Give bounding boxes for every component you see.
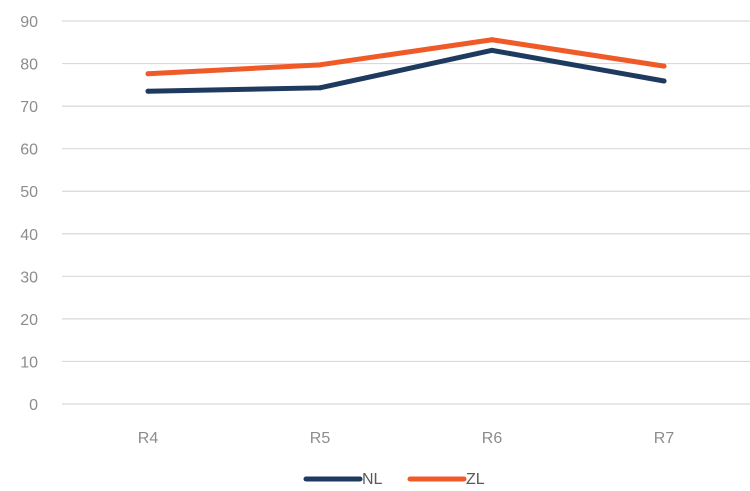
series-line-zl [145,37,667,77]
data-point-zl-r4 [145,71,151,77]
y-tick-label: 60 [20,142,38,159]
y-tick-label: 30 [20,269,38,286]
y-tick-label: 80 [20,57,38,74]
series-line-nl [145,47,667,94]
x-tick-label: R5 [310,430,331,447]
data-point-nl-r4 [145,88,151,94]
x-tick-label: R6 [482,430,503,447]
x-axis-tick-labels: R4 R5 R6 R7 [138,430,675,447]
legend-label-zl: ZL [466,471,485,488]
data-point-nl-r6 [489,47,495,53]
series-lines [145,37,667,94]
y-tick-label: 90 [20,14,38,31]
y-tick-label: 70 [20,99,38,116]
y-tick-label: 20 [20,312,38,329]
data-point-zl-r7 [661,63,667,69]
y-tick-label: 10 [20,354,38,371]
y-tick-label: 40 [20,227,38,244]
grid-layer [62,20,750,405]
y-axis-tick-labels: 0 10 20 30 40 50 60 70 80 90 [20,14,38,414]
data-point-nl-r7 [661,78,667,84]
y-tick-label: 50 [20,184,38,201]
legend-label-nl: NL [362,471,383,488]
x-tick-label: R7 [654,430,675,447]
y-tick-label: 0 [29,397,38,414]
data-point-zl-r5 [317,62,323,68]
legend: NL ZL [303,471,485,488]
data-point-zl-r6 [489,37,495,43]
x-tick-label: R4 [138,430,159,447]
data-point-nl-r5 [317,85,323,91]
